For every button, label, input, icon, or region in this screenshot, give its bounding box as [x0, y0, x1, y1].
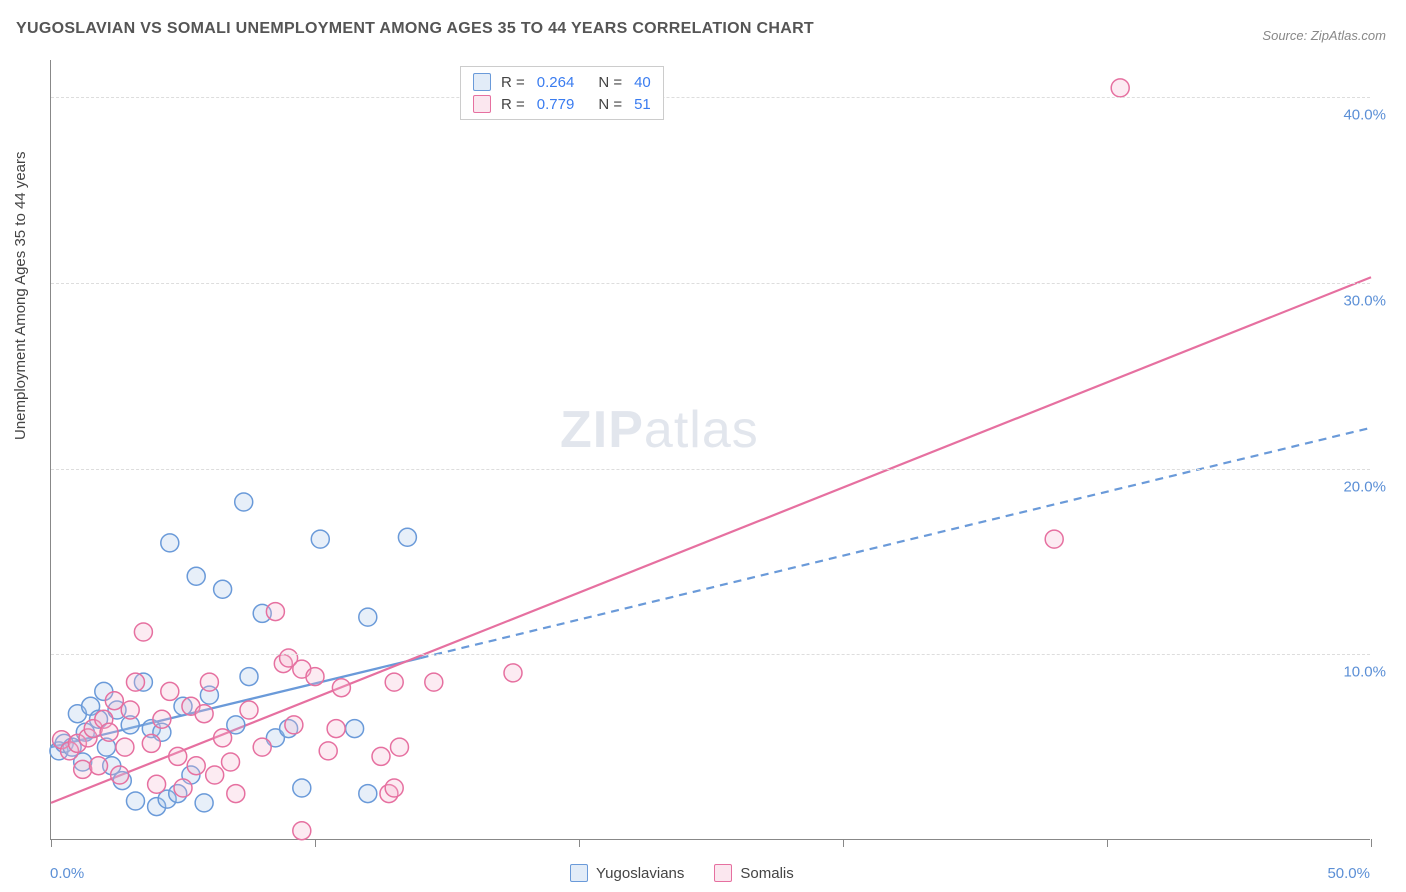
- data-point: [169, 747, 187, 765]
- data-point: [235, 493, 253, 511]
- chart-title: YUGOSLAVIAN VS SOMALI UNEMPLOYMENT AMONG…: [16, 20, 814, 38]
- trend-line: [51, 277, 1371, 803]
- data-point: [306, 668, 324, 686]
- legend-swatch: [473, 73, 491, 91]
- data-point: [90, 757, 108, 775]
- data-point: [116, 738, 134, 756]
- legend-r-value: 0.264: [537, 74, 575, 91]
- x-tick-label: 50.0%: [1327, 865, 1370, 882]
- data-point: [126, 673, 144, 691]
- data-point: [332, 679, 350, 697]
- data-point: [359, 785, 377, 803]
- legend-n-label: N =: [598, 96, 622, 113]
- legend-r-label: R =: [501, 74, 525, 91]
- data-point: [319, 742, 337, 760]
- legend-stats-row: R = 0.264 N = 40: [473, 71, 651, 93]
- data-point: [187, 757, 205, 775]
- grid-line: [51, 283, 1370, 284]
- legend-item: Yugoslavians: [570, 864, 684, 882]
- data-point: [1111, 79, 1129, 97]
- data-point: [126, 792, 144, 810]
- data-point: [266, 603, 284, 621]
- legend-n-label: N =: [598, 74, 622, 91]
- data-point: [214, 729, 232, 747]
- legend-swatch: [714, 864, 732, 882]
- data-point: [372, 747, 390, 765]
- chart-container: YUGOSLAVIAN VS SOMALI UNEMPLOYMENT AMONG…: [0, 0, 1406, 892]
- data-point: [346, 720, 364, 738]
- y-tick-label: 30.0%: [1343, 292, 1386, 309]
- legend-swatch: [473, 95, 491, 113]
- data-point: [1045, 530, 1063, 548]
- legend-stats-box: R = 0.264 N = 40 R = 0.779 N = 51: [460, 66, 664, 120]
- data-point: [385, 673, 403, 691]
- data-point: [293, 779, 311, 797]
- x-tick-label: 0.0%: [50, 865, 84, 882]
- data-point: [359, 608, 377, 626]
- data-point: [293, 822, 311, 840]
- x-tick: [579, 839, 580, 847]
- data-point: [111, 766, 129, 784]
- x-tick: [1371, 839, 1372, 847]
- grid-line: [51, 654, 1370, 655]
- y-tick-label: 40.0%: [1343, 107, 1386, 124]
- legend-label: Somalis: [740, 865, 793, 882]
- legend-n-value: 51: [634, 96, 651, 113]
- data-point: [161, 682, 179, 700]
- data-point: [240, 701, 258, 719]
- x-tick: [51, 839, 52, 847]
- x-tick: [315, 839, 316, 847]
- source-attribution: Source: ZipAtlas.com: [1262, 28, 1386, 43]
- data-point: [195, 794, 213, 812]
- data-point: [398, 528, 416, 546]
- data-point: [195, 705, 213, 723]
- x-tick: [843, 839, 844, 847]
- data-point: [187, 567, 205, 585]
- data-point: [74, 760, 92, 778]
- y-axis-label: Unemployment Among Ages 35 to 44 years: [12, 151, 29, 440]
- legend-item: Somalis: [714, 864, 793, 882]
- data-point: [134, 623, 152, 641]
- legend-label: Yugoslavians: [596, 865, 684, 882]
- data-point: [161, 534, 179, 552]
- grid-line: [51, 97, 1370, 98]
- x-tick: [1107, 839, 1108, 847]
- data-point: [100, 723, 118, 741]
- data-point: [385, 779, 403, 797]
- legend-swatch: [570, 864, 588, 882]
- data-point: [206, 766, 224, 784]
- source-label: Source:: [1262, 28, 1307, 43]
- source-value: ZipAtlas.com: [1311, 28, 1386, 43]
- data-point: [174, 779, 192, 797]
- plot-area: [50, 60, 1370, 840]
- legend-r-value: 0.779: [537, 96, 575, 113]
- data-point: [240, 668, 258, 686]
- data-point: [285, 716, 303, 734]
- data-point: [142, 734, 160, 752]
- y-tick-label: 20.0%: [1343, 478, 1386, 495]
- data-point: [504, 664, 522, 682]
- legend-r-label: R =: [501, 96, 525, 113]
- data-point: [390, 738, 408, 756]
- data-point: [253, 738, 271, 756]
- data-point: [227, 785, 245, 803]
- data-point: [425, 673, 443, 691]
- y-tick-label: 10.0%: [1343, 664, 1386, 681]
- data-point: [105, 692, 123, 710]
- legend-series: Yugoslavians Somalis: [570, 864, 794, 882]
- data-point: [153, 710, 171, 728]
- data-point: [311, 530, 329, 548]
- data-point: [327, 720, 345, 738]
- legend-stats-row: R = 0.779 N = 51: [473, 93, 651, 115]
- data-point: [148, 775, 166, 793]
- plot-svg: [51, 60, 1370, 839]
- data-point: [200, 673, 218, 691]
- data-point: [222, 753, 240, 771]
- legend-n-value: 40: [634, 74, 651, 91]
- trend-line-dashed: [421, 428, 1371, 658]
- data-point: [214, 580, 232, 598]
- grid-line: [51, 469, 1370, 470]
- data-point: [121, 701, 139, 719]
